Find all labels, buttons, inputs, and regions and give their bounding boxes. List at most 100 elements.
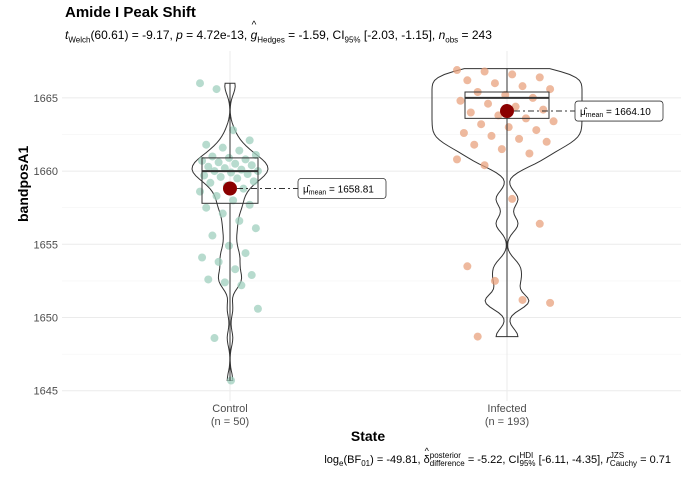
t-label: t: [65, 28, 69, 42]
data-point: [239, 184, 248, 193]
ci-sup: HDI: [519, 451, 534, 460]
r-label: r: [606, 453, 610, 466]
data-point: [229, 196, 238, 205]
y-tick-label: 1650: [34, 313, 58, 325]
data-point: [251, 224, 260, 233]
data-point: [546, 85, 555, 94]
data-point: [453, 155, 461, 164]
delta-value: = -5.22, CI: [464, 453, 520, 466]
data-point: [463, 262, 472, 271]
ci-sub: 95%: [344, 35, 361, 45]
data-point: [247, 271, 256, 280]
data-point: [237, 281, 246, 290]
r-value: = 0.71: [637, 453, 671, 466]
data-point: [241, 249, 250, 258]
g-hat: ^: [251, 20, 257, 31]
data-point: [453, 66, 461, 75]
bf-sub: 01: [361, 459, 371, 469]
data-point: [473, 332, 482, 341]
data-point: [233, 174, 242, 183]
data-point: [546, 298, 555, 307]
data-point: [224, 241, 233, 250]
data-point: [249, 177, 258, 186]
data-point: [480, 67, 489, 76]
data-point: [247, 161, 256, 170]
data-point: [532, 126, 541, 135]
log-label: log: [324, 453, 340, 466]
chart-title: Amide I Peak Shift: [65, 4, 196, 21]
delta-sub: difference: [429, 459, 465, 468]
p-value: = 4.72e-13,: [182, 28, 251, 42]
data-point: [477, 120, 486, 129]
data-point: [241, 155, 250, 164]
data-point: [508, 194, 517, 203]
data-point: [202, 203, 211, 212]
data-point: [463, 76, 472, 85]
data-point: [196, 187, 204, 196]
data-point: [518, 295, 527, 304]
data-point: [196, 79, 204, 88]
violin-control: [191, 82, 269, 381]
data-point: [535, 73, 544, 82]
data-point: [200, 171, 209, 180]
data-point: [227, 376, 236, 385]
bf-open: (BF: [343, 453, 362, 466]
y-tick-label: 1660: [34, 166, 58, 178]
data-point: [229, 126, 238, 135]
g-value: = -1.59, CI: [284, 28, 345, 42]
mean-point: [500, 104, 514, 119]
x-axis-label: State: [350, 428, 386, 444]
data-point: [504, 123, 513, 132]
bf-value: ) = -49.81,: [370, 453, 424, 466]
data-point: [204, 162, 213, 171]
violin-infected: [431, 68, 583, 338]
n-sub: obs: [445, 35, 459, 45]
g-label: g: [250, 28, 258, 42]
data-point: [490, 276, 499, 285]
data-point: [235, 146, 244, 155]
data-point: [549, 117, 558, 126]
data-point: [214, 257, 223, 266]
data-point: [214, 158, 223, 167]
data-point: [480, 161, 489, 170]
r-sub: Cauchy: [609, 459, 638, 468]
chart-caption: loge(BF01) = -49.81, ^ δ posterior differen…: [324, 446, 671, 469]
y-tick-label: 1655: [34, 239, 58, 251]
data-point: [218, 209, 227, 218]
g-sub: Hedges: [257, 35, 285, 45]
t-sub: Welch: [68, 35, 91, 45]
data-point: [525, 149, 534, 158]
x-tick-label: Infected: [487, 403, 526, 415]
data-point: [518, 82, 527, 91]
mean-label: μ̂mean = 1664.10: [580, 106, 651, 119]
data-point: [470, 140, 479, 149]
data-point: [535, 219, 544, 228]
chart-subtitle: tWelch(60.61) = -9.17, p = 4.72e-13, ^ gH…: [65, 20, 492, 45]
mean-label: μ̂mean = 1658.81: [303, 184, 374, 197]
delta-sup: posterior: [429, 451, 461, 460]
r-sup: JZS: [609, 451, 625, 460]
data-point: [539, 105, 548, 114]
data-point: [202, 140, 211, 149]
data-point: [212, 85, 221, 94]
data-point: [208, 231, 217, 240]
mean-label-box: [297, 178, 387, 199]
ci-sub-caption: 95%: [519, 459, 536, 468]
data-point: [210, 334, 219, 343]
data-point: [212, 191, 221, 200]
delta-hat: ^: [424, 445, 429, 456]
ci-value-caption: [-6.11, -4.35],: [535, 453, 607, 466]
data-point: [231, 265, 240, 274]
x-tick-count: (n = 193): [485, 416, 529, 428]
data-point: [459, 129, 468, 138]
log-sub: e: [339, 459, 344, 469]
data-point: [490, 79, 499, 88]
data-point: [494, 111, 503, 120]
data-point: [204, 275, 213, 284]
x-tick-count: (n = 50): [211, 416, 249, 428]
data-point: [198, 253, 207, 262]
data-point: [227, 168, 236, 177]
data-point: [511, 102, 520, 111]
data-point: [208, 152, 217, 161]
